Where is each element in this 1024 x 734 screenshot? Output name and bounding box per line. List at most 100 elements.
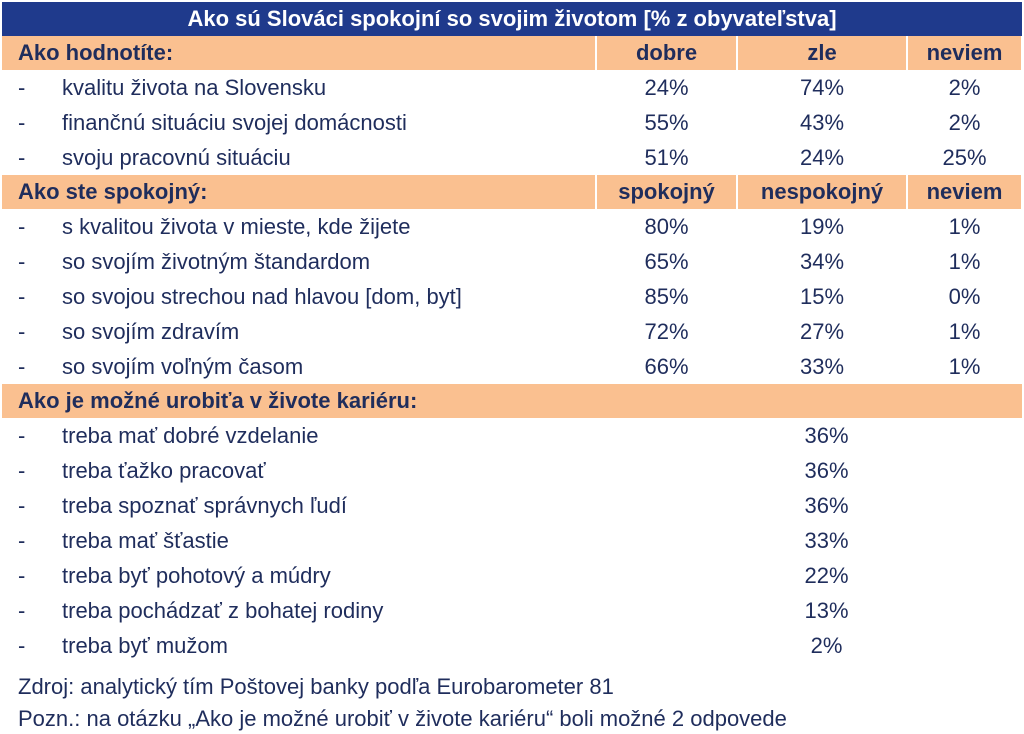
dash-bullet: - xyxy=(18,284,26,309)
value-cell: 36% xyxy=(596,418,907,453)
row-label: svoju pracovnú situáciu xyxy=(62,145,291,170)
row-label: treba byť mužom xyxy=(62,633,228,658)
value-text: 13% xyxy=(804,598,849,623)
section-heading: Ako je možné urobiťa v živote kariéru: xyxy=(2,384,1023,418)
dash-bullet: - xyxy=(18,75,26,100)
value-cell: 22% xyxy=(596,558,907,593)
value-cell: 51% xyxy=(644,145,689,170)
value-text: 33% xyxy=(804,528,849,553)
table-row: - treba byť pohotový a múdry 22% xyxy=(2,558,1022,593)
row-label: kvalitu života na Slovensku xyxy=(62,75,327,100)
value-cell: 65% xyxy=(644,249,689,274)
dash-bullet: - xyxy=(18,458,26,483)
table-row: - treba spoznať správnych ľudí 36% xyxy=(2,488,1022,523)
value-text: 2% xyxy=(810,633,843,658)
row-label: s kvalitou života v mieste, kde žijete xyxy=(62,214,411,239)
table-row: - finančnú situáciu svojej domácnosti 55… xyxy=(2,105,1022,140)
value-cell: 24% xyxy=(644,75,689,100)
table-row: - s kvalitou života v mieste, kde žijete… xyxy=(2,209,1022,244)
dash-bullet: - xyxy=(18,214,26,239)
value-cell: 36% xyxy=(596,453,907,488)
section-header-spokojny: Ako ste spokojný: spokojný nespokojný ne… xyxy=(2,175,1024,209)
value-cell: 33% xyxy=(596,523,907,558)
value-cell: 27% xyxy=(799,319,845,344)
value-cell: 2% xyxy=(948,75,981,100)
value-cell: 72% xyxy=(644,319,689,344)
row-label: treba spoznať správnych ľudí xyxy=(62,493,347,518)
row-label: treba mať dobré vzdelanie xyxy=(62,423,319,448)
footnote: Pozn.: na otázku „Ako je možné urobiť v … xyxy=(18,706,787,731)
column-header-dobre: dobre xyxy=(596,36,739,70)
row-label: so svojím životným štandardom xyxy=(62,249,371,274)
table-row: - treba byť mužom 2% xyxy=(2,628,1022,663)
table-row: - so svojím zdravím 72% 27% 1% xyxy=(2,314,1022,349)
dash-bullet: - xyxy=(18,249,26,274)
value-cell: 2% xyxy=(596,628,907,663)
value-cell: 1% xyxy=(948,319,981,344)
dash-bullet: - xyxy=(18,319,26,344)
value-text: 36% xyxy=(804,493,849,518)
dash-bullet: - xyxy=(18,423,26,448)
value-cell: 1% xyxy=(948,354,981,379)
value-text: 36% xyxy=(804,458,849,483)
table-row: - kvalitu života na Slovensku 24% 74% 2% xyxy=(2,70,1022,105)
page-title: Ako sú Slováci spokojní so svojim životo… xyxy=(2,2,1022,36)
row-label: treba pochádzať z bohatej rodiny xyxy=(62,598,384,623)
value-cell: 2% xyxy=(948,110,981,135)
table-row: - so svojou strechou nad hlavou [dom, by… xyxy=(2,279,1022,314)
section-header-kariera: Ako je možné urobiťa v živote kariéru: xyxy=(2,384,1023,418)
dash-bullet: - xyxy=(18,633,26,658)
table-row: - so svojím životným štandardom 65% 34% … xyxy=(2,244,1022,279)
section-heading: Ako hodnotíte: xyxy=(2,36,598,70)
value-cell: 66% xyxy=(644,354,689,379)
dash-bullet: - xyxy=(18,528,26,553)
value-cell: 0% xyxy=(948,284,981,309)
row-label: so svojím voľným časom xyxy=(62,354,304,379)
row-label: finančnú situáciu svojej domácnosti xyxy=(62,110,407,135)
table-row: - treba pochádzať z bohatej rodiny 13% xyxy=(2,593,1022,628)
table-row: - treba ťažko pracovať 36% xyxy=(2,453,1022,488)
dash-bullet: - xyxy=(18,354,26,379)
dash-bullet: - xyxy=(18,598,26,623)
row-label: so svojím zdravím xyxy=(62,319,240,344)
table-row: - so svojím voľným časom 66% 33% 1% xyxy=(2,349,1022,384)
column-header-zle: zle xyxy=(737,36,909,70)
value-cell: 1% xyxy=(948,249,981,274)
row-label: treba mať šťastie xyxy=(62,528,229,553)
value-cell: 25% xyxy=(942,145,987,170)
value-cell: 55% xyxy=(644,110,689,135)
value-cell: 34% xyxy=(799,249,845,274)
column-header-nespokojny: nespokojný xyxy=(737,175,909,209)
row-label: treba byť pohotový a múdry xyxy=(62,563,331,588)
value-cell: 80% xyxy=(644,214,689,239)
column-header-neviem: neviem xyxy=(907,36,1024,70)
value-cell: 36% xyxy=(596,488,907,523)
value-cell: 13% xyxy=(596,593,907,628)
value-cell: 24% xyxy=(799,145,845,170)
value-cell: 85% xyxy=(644,284,689,309)
dash-bullet: - xyxy=(18,563,26,588)
table-row: - svoju pracovnú situáciu 51% 24% 25% xyxy=(2,140,1022,175)
value-cell: 33% xyxy=(799,354,845,379)
table-row: - treba mať dobré vzdelanie 36% xyxy=(2,418,1022,453)
column-header-neviem: neviem xyxy=(907,175,1024,209)
value-cell: 1% xyxy=(948,214,981,239)
section-heading: Ako ste spokojný: xyxy=(2,175,598,209)
column-header-spokojny: spokojný xyxy=(596,175,739,209)
value-cell: 19% xyxy=(799,214,845,239)
value-text: 22% xyxy=(804,563,849,588)
source-note: Zdroj: analytický tím Poštovej banky pod… xyxy=(18,674,614,699)
table-row: - treba mať šťastie 33% xyxy=(2,523,1022,558)
value-cell: 43% xyxy=(799,110,845,135)
value-text: 36% xyxy=(804,423,849,448)
dash-bullet: - xyxy=(18,145,26,170)
dash-bullet: - xyxy=(18,110,26,135)
section-header-hodnotite: Ako hodnotíte: dobre zle neviem xyxy=(2,36,1024,70)
dash-bullet: - xyxy=(18,493,26,518)
value-cell: 15% xyxy=(799,284,845,309)
row-label: treba ťažko pracovať xyxy=(62,458,266,483)
row-label: so svojou strechou nad hlavou [dom, byt] xyxy=(62,284,462,309)
value-cell: 74% xyxy=(799,75,845,100)
survey-table: Ako hodnotíte: dobre zle neviem - kvalit… xyxy=(2,36,1024,663)
